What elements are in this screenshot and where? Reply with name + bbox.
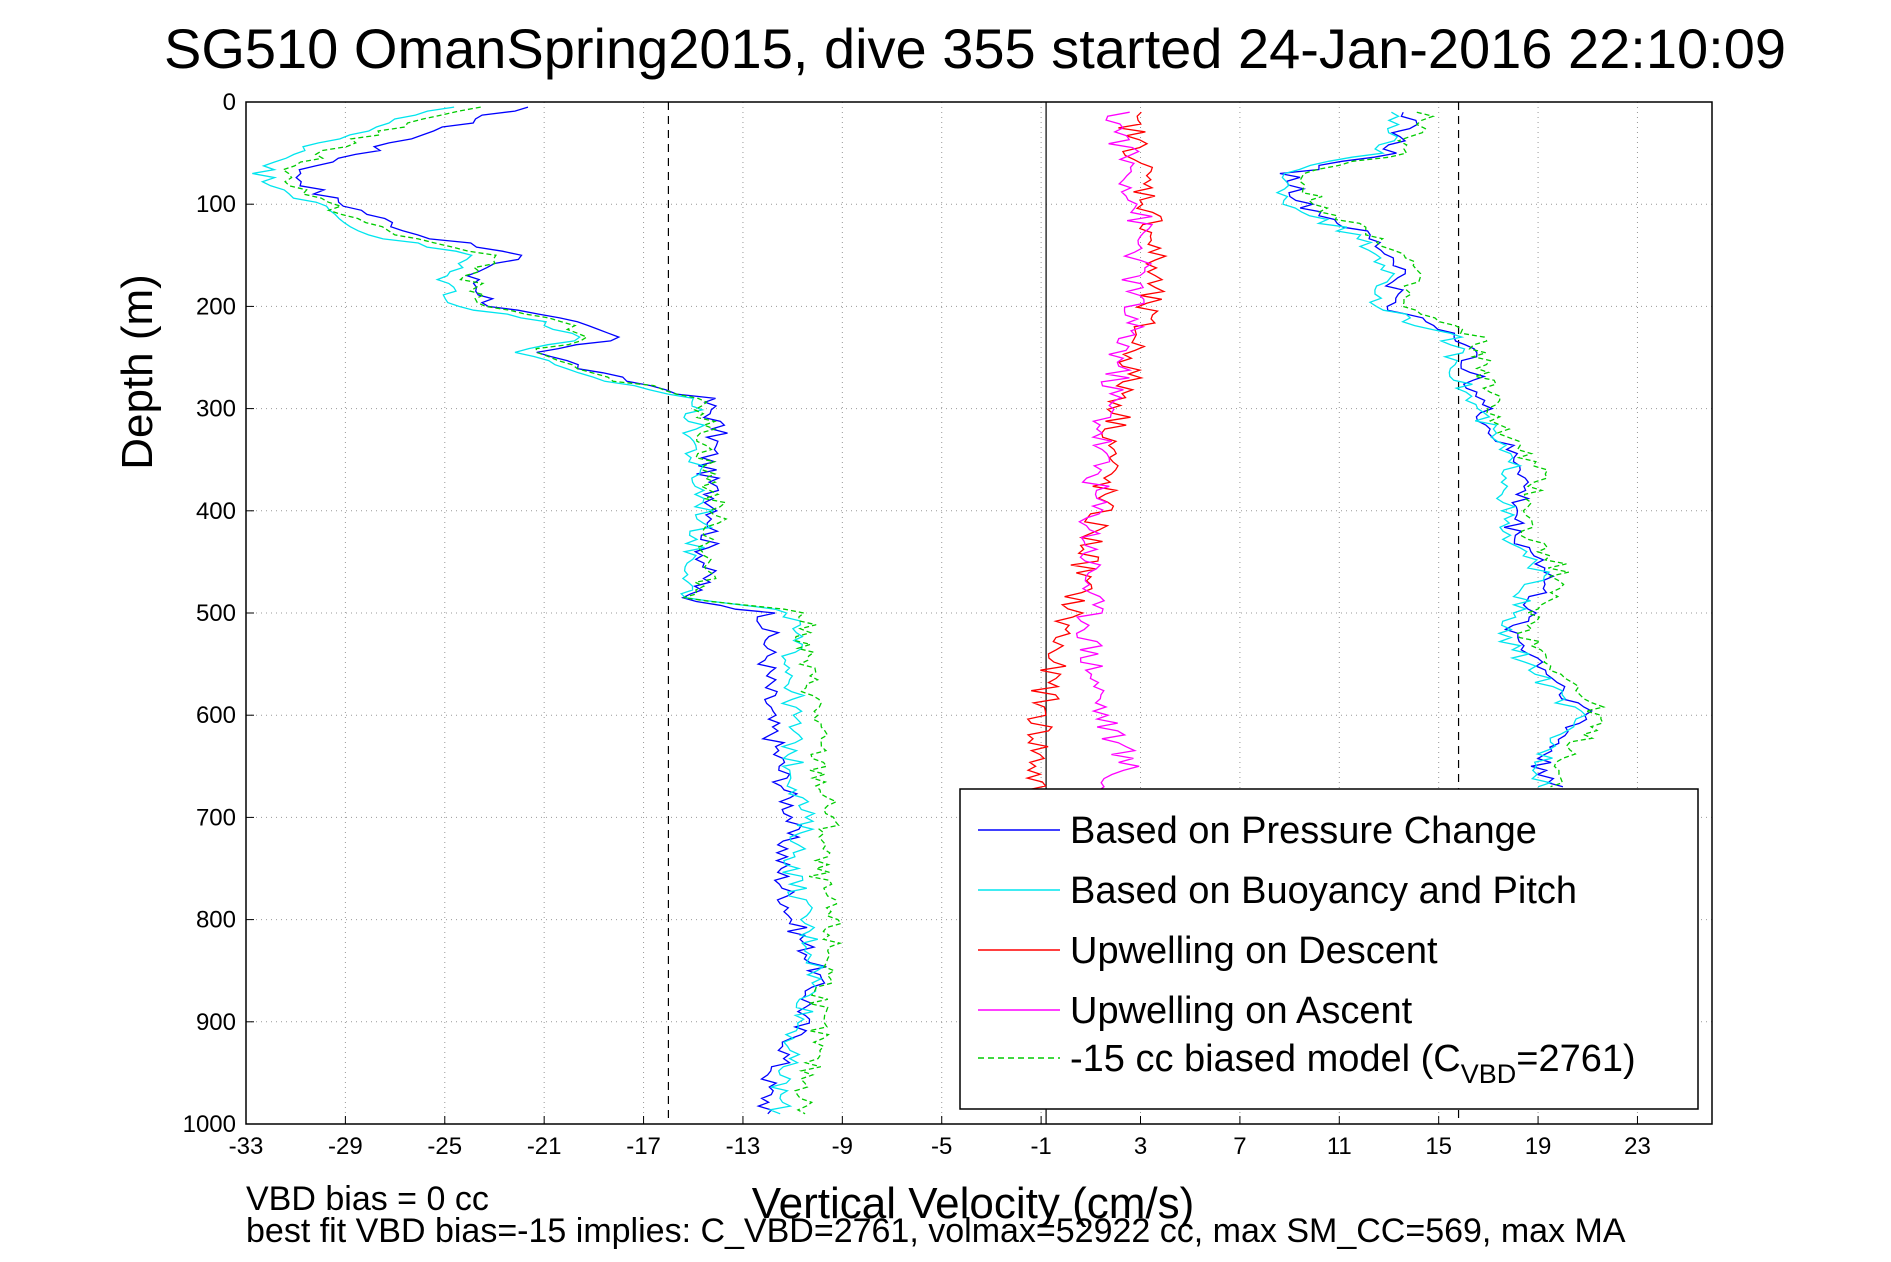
- x-tick-label: 19: [1525, 1133, 1552, 1160]
- series-line: [1279, 111, 1593, 788]
- y-tick-label: 1000: [183, 1111, 236, 1138]
- y-tick-label: 400: [196, 498, 236, 525]
- legend-label: Based on Buoyancy and Pitch: [1070, 870, 1577, 912]
- x-tick-label: 15: [1425, 1133, 1452, 1160]
- y-axis-label: Depth (m): [113, 274, 162, 470]
- x-tick-label: -9: [832, 1133, 853, 1160]
- x-axis-ticks: -33 -29 -25 -21 -17 -13 -9 -5 -1 3 7 11 15 19 23: [229, 1116, 1651, 1160]
- grid: [245, 101, 1712, 1125]
- y-tick-label: 100: [196, 191, 236, 218]
- legend: Based on Pressure Change Based on Buoyanc…: [959, 788, 1699, 1110]
- x-tick-label: -5: [931, 1133, 952, 1160]
- x-tick-label: -33: [229, 1133, 264, 1160]
- series-line: [1298, 111, 1606, 788]
- y-tick-label: 900: [196, 1009, 236, 1036]
- legend-box: [959, 788, 1699, 1110]
- x-axis-label: Vertical Velocity (cm/s): [752, 1179, 1195, 1228]
- y-tick-label: 500: [196, 600, 236, 627]
- y-tick-label: 0: [223, 89, 236, 116]
- y-tick-label: 800: [196, 907, 236, 934]
- y-tick-label: 200: [196, 293, 236, 320]
- x-tick-label: -21: [527, 1133, 562, 1160]
- x-tick-label: -13: [726, 1133, 761, 1160]
- x-tick-label: -17: [626, 1133, 661, 1160]
- legend-label: Upwelling on Descent: [1070, 930, 1438, 972]
- series-group: [252, 106, 1606, 1115]
- footnote-vbd-bias: VBD bias = 0 cc: [246, 1180, 489, 1218]
- footnote-best-fit: best fit VBD bias=-15 implies: C_VBD=276…: [246, 1212, 1626, 1250]
- x-tick-label: -29: [328, 1133, 363, 1160]
- series-line: [281, 106, 843, 1115]
- legend-label: Based on Pressure Change: [1070, 810, 1537, 852]
- x-tick-label: -25: [427, 1133, 462, 1160]
- y-axis-ticks: 0 100 200 300 400 500 600 700 800 900 1000: [183, 89, 254, 1138]
- y-tick-label: 300: [196, 396, 236, 423]
- x-tick-label: -1: [1030, 1133, 1051, 1160]
- series-line: [1275, 111, 1587, 788]
- x-tick-label: 11: [1327, 1133, 1352, 1160]
- x-tick-label: 23: [1624, 1133, 1651, 1160]
- legend-label: -15 cc biased model (CVBD=2761): [1070, 1038, 1636, 1089]
- chart-title: SG510 OmanSpring2015, dive 355 started 2…: [164, 17, 1786, 80]
- x-tick-label: 3: [1134, 1133, 1147, 1160]
- x-tick-label: 7: [1233, 1133, 1246, 1160]
- series-line: [1016, 111, 1168, 880]
- series-line: [295, 106, 827, 1115]
- series-line: [1074, 111, 1154, 808]
- y-tick-label: 600: [196, 702, 236, 729]
- legend-label: Upwelling on Ascent: [1070, 990, 1413, 1032]
- series-line: [252, 106, 825, 1115]
- y-tick-label: 700: [196, 804, 236, 831]
